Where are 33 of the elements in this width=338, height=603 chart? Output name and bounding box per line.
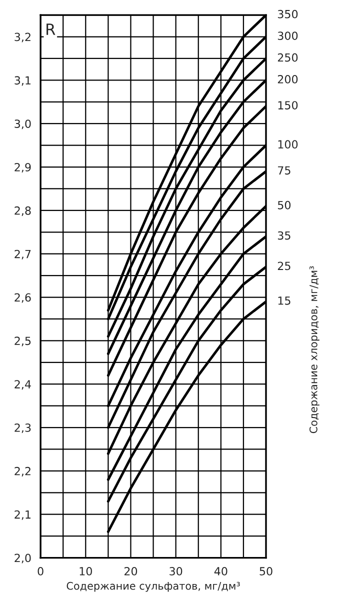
series-label: 350: [278, 10, 298, 18]
y-tick-label: 2,9: [14, 163, 31, 173]
x-tick-label: 40: [214, 567, 228, 576]
y-tick-label: 3,0: [14, 120, 31, 130]
y-axis-title: R: [46, 24, 56, 35]
series-label: 75: [278, 166, 290, 175]
series-label: 100: [278, 140, 298, 149]
y-tick-label: 3,1: [14, 76, 31, 86]
series-label: 200: [278, 75, 298, 84]
series-label: 25: [278, 262, 290, 270]
x-tick-label: 50: [260, 567, 272, 576]
x-tick-label: 20: [124, 567, 138, 576]
y-tick-label: 2,3: [14, 424, 31, 434]
y-tick-label: 2,8: [14, 206, 31, 216]
series-label: 50: [278, 200, 291, 210]
x-tick-label: 10: [80, 567, 92, 576]
x-tick-label: 0: [38, 567, 44, 576]
y-tick-label: 2,7: [14, 250, 31, 260]
x-axis-title: Содержание сульфатов, мг/дм³: [66, 582, 240, 592]
series-label: 35: [278, 231, 290, 240]
y-tick-label: 2,2: [14, 466, 30, 476]
series-label: 300: [278, 32, 298, 40]
y-tick-label: 2,6: [14, 293, 31, 303]
series-label: 250: [278, 53, 298, 62]
y-tick-label: 2,4: [14, 380, 31, 390]
y-tick-label: 3,2: [14, 32, 30, 42]
y-tick-label: 2,0: [14, 554, 31, 564]
series-label: 15: [278, 296, 290, 305]
y-tick-label: 2,1: [14, 510, 31, 520]
series-label: 150: [278, 101, 298, 110]
y-tick-label: 2,5: [14, 336, 31, 346]
x-tick-label: 30: [170, 567, 182, 576]
text: Содержание хлоридов, мг/дм³: [309, 266, 320, 434]
